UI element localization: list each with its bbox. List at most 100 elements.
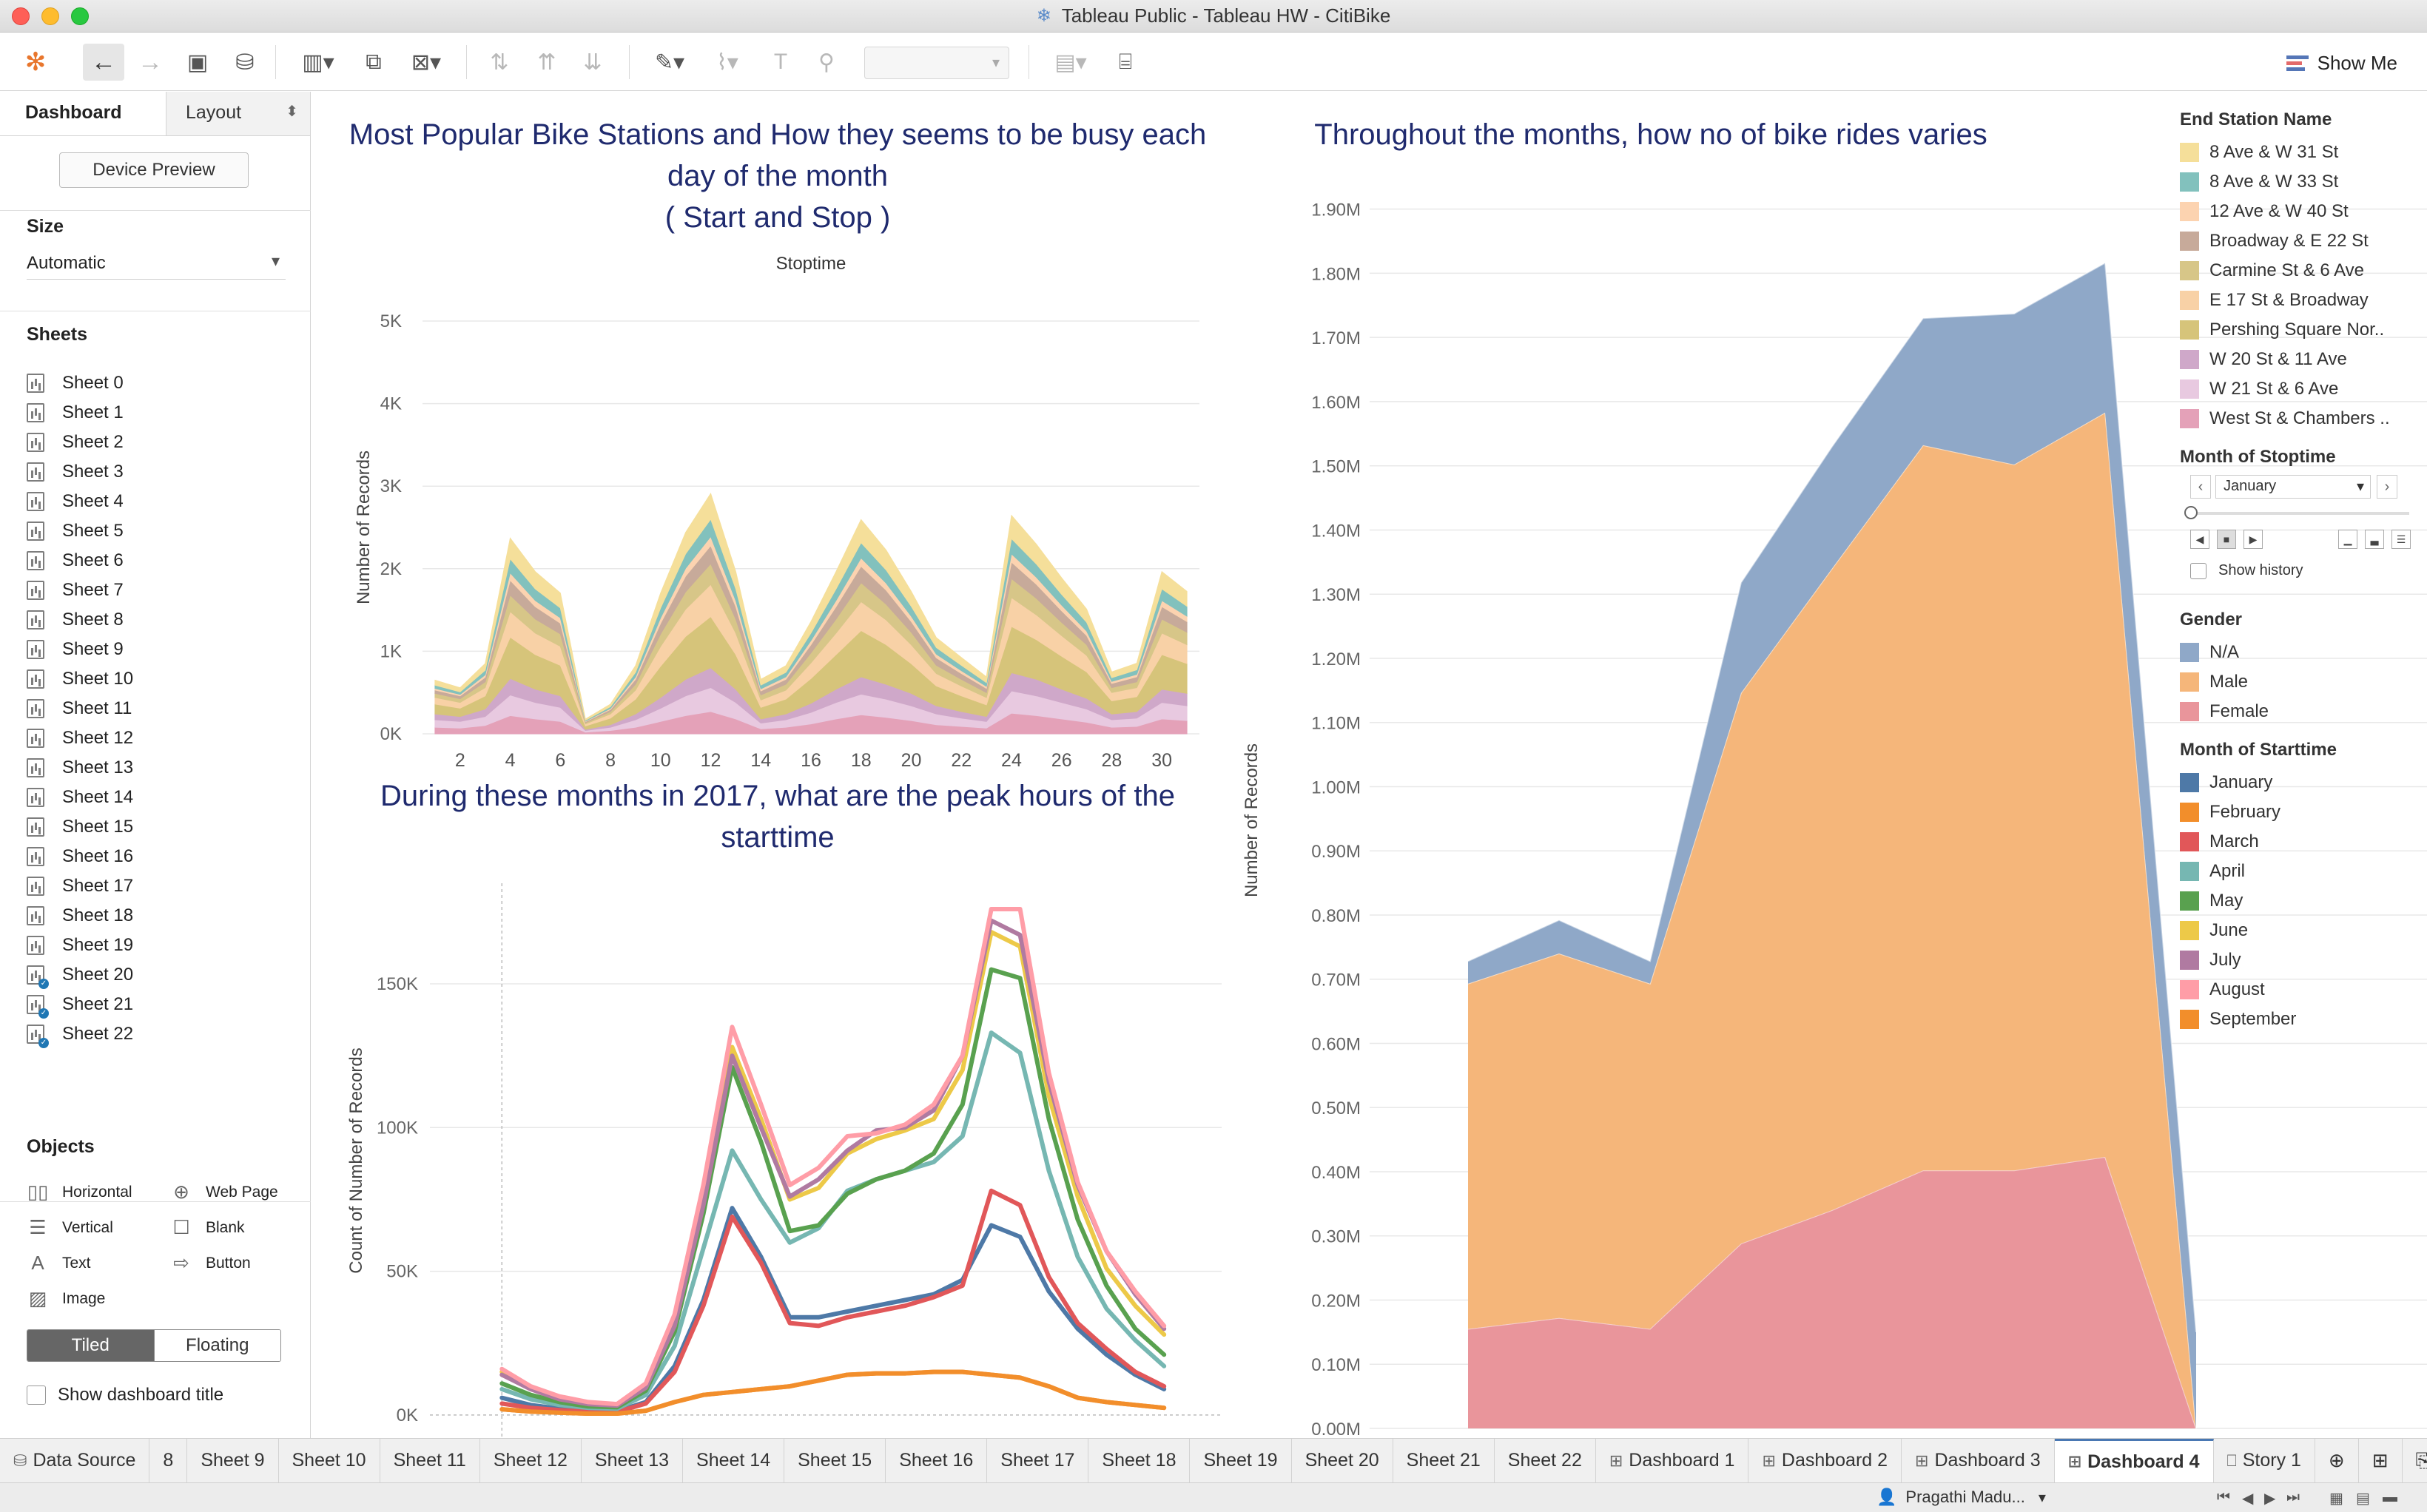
floating-button[interactable]: Floating [153, 1330, 280, 1361]
tab-sheet-11[interactable]: Sheet 11 [380, 1438, 480, 1483]
sheet-item[interactable]: Sheet 2 [27, 428, 293, 457]
window-minimize-button[interactable] [41, 7, 59, 25]
object-vertical[interactable]: ☰ Vertical [27, 1216, 113, 1239]
month-legend-item[interactable]: August [2180, 975, 2417, 1005]
end-station-legend-item[interactable]: Carmine St & 6 Ave [2180, 256, 2417, 286]
back-icon[interactable]: ← [83, 44, 124, 81]
month-legend-item[interactable]: February [2180, 797, 2417, 827]
tab-8[interactable]: 8 [149, 1438, 188, 1483]
sheet-item[interactable]: Sheet 15 [27, 812, 293, 842]
clear-sheet-icon[interactable]: ⊠▾ [411, 50, 442, 75]
duplicate-icon[interactable]: ⧉ [366, 50, 382, 74]
tab-dashboard-2[interactable]: ⊞ Dashboard 2 [1748, 1438, 1902, 1483]
area-series-female[interactable] [1468, 1157, 2196, 1428]
tab-sheet-14[interactable]: Sheet 14 [683, 1438, 785, 1483]
sheet-item[interactable]: Sheet 12 [27, 723, 293, 753]
gender-legend-item[interactable]: Male [2180, 667, 2417, 697]
device-preview-button[interactable]: Device Preview [59, 152, 249, 188]
tab-sheet-21[interactable]: Sheet 21 [1393, 1438, 1495, 1483]
month-legend-item[interactable]: April [2180, 857, 2417, 886]
end-station-legend-item[interactable]: 8 Ave & W 33 St [2180, 167, 2417, 197]
show-history-toggle[interactable]: Show history [2190, 562, 2303, 579]
last-sheet-icon[interactable]: ⏭ [2286, 1489, 2300, 1505]
show-dashboard-title-toggle[interactable]: Show dashboard title [27, 1385, 223, 1405]
save-icon[interactable]: ▣ [186, 50, 209, 75]
tab-sheet-20[interactable]: Sheet 20 [1292, 1438, 1393, 1483]
user-menu[interactable]: 👤 Pragathi Madu... [1876, 1488, 2046, 1507]
area-series-male[interactable] [1468, 412, 2196, 1429]
speed-slow-icon[interactable]: ▁ [2338, 530, 2357, 549]
tab-dashboard-3[interactable]: ⊞ Dashboard 3 [1902, 1438, 2055, 1483]
prev-sheet-icon[interactable]: ◀ [2242, 1491, 2254, 1507]
gender-legend-item[interactable]: Female [2180, 697, 2417, 726]
tab-layout[interactable]: Layout [166, 92, 310, 135]
month-stoptime-select[interactable]: January [2215, 475, 2371, 499]
new-dashboard-tab-icon[interactable]: ⊞ [2359, 1438, 2403, 1483]
tableau-logo-icon[interactable]: ✻ [24, 48, 47, 76]
area-series-8-ave-w-31-st[interactable] [434, 493, 1188, 721]
line-series-july[interactable] [499, 918, 1167, 1408]
show-dashboard-title-checkbox[interactable] [27, 1386, 46, 1405]
gender-legend-item[interactable]: N/A [2180, 638, 2417, 667]
speed-medium-icon[interactable]: ▃ [2365, 530, 2384, 549]
tab-sheet-22[interactable]: Sheet 22 [1495, 1438, 1596, 1483]
tab-sheet-17[interactable]: Sheet 17 [987, 1438, 1089, 1483]
window-maximize-button[interactable] [71, 7, 89, 25]
tab-data-source[interactable]: ⛁ Data Source [0, 1438, 150, 1483]
tab-dashboard-4[interactable]: ⊞ Dashboard 4 [2054, 1438, 2214, 1483]
sheet-item[interactable]: Sheet 21 [27, 990, 293, 1019]
show-cards-icon[interactable]: ▤▾ [1054, 50, 1087, 75]
sort-ascending-icon[interactable]: ⇈ [537, 50, 556, 75]
new-worksheet-tab-icon[interactable]: ⊕ [2315, 1438, 2359, 1483]
stop-icon[interactable]: ■ [2217, 530, 2236, 549]
tab-sheet-10[interactable]: Sheet 10 [279, 1438, 380, 1483]
sheet-item[interactable]: Sheet 16 [27, 842, 293, 871]
month-legend-item[interactable]: March [2180, 827, 2417, 857]
show-history-checkbox[interactable] [2190, 562, 2206, 579]
end-station-legend-item[interactable]: 8 Ave & W 31 St [2180, 138, 2417, 167]
end-station-legend-item[interactable]: E 17 St & Broadway [2180, 286, 2417, 315]
window-close-button[interactable] [12, 7, 30, 25]
first-sheet-icon[interactable]: ⏮ [2217, 1489, 2230, 1505]
swap-icon[interactable]: ⇅ [490, 50, 509, 75]
month-legend-item[interactable]: May [2180, 886, 2417, 916]
sheet-item[interactable]: Sheet 1 [27, 398, 293, 428]
month-stoptime-slider[interactable] [2184, 506, 2409, 519]
sheet-item[interactable]: Sheet 9 [27, 635, 293, 664]
sheet-item[interactable]: Sheet 8 [27, 605, 293, 635]
label-icon[interactable]: T [773, 50, 788, 74]
end-station-legend-item[interactable]: Broadway & E 22 St [2180, 226, 2417, 256]
tab-story-1[interactable]: ⎕ Story 1 [2214, 1438, 2315, 1483]
sheet-item[interactable]: Sheet 17 [27, 871, 293, 901]
sheet-item[interactable]: Sheet 13 [27, 753, 293, 783]
new-worksheet-icon[interactable]: ▥▾ [302, 50, 334, 75]
highlight-icon[interactable]: ✎▾ [654, 50, 685, 75]
slider-knob[interactable] [2184, 506, 2198, 519]
speed-fast-icon[interactable]: ☰ [2391, 530, 2411, 549]
month-legend-item[interactable]: January [2180, 768, 2417, 797]
sheet-item[interactable]: Sheet 5 [27, 516, 293, 546]
tab-sheet-13[interactable]: Sheet 13 [582, 1438, 684, 1483]
month-legend-item[interactable]: July [2180, 945, 2417, 975]
sheet-item[interactable]: Sheet 10 [27, 664, 293, 694]
line-series-january[interactable] [499, 1206, 1167, 1414]
sheet-item[interactable]: Sheet 14 [27, 783, 293, 812]
line-series-september[interactable] [499, 1369, 1167, 1416]
tab-dashboard-1[interactable]: ⊞ Dashboard 1 [1596, 1438, 1749, 1483]
group-icon[interactable]: ⌇▾ [716, 50, 738, 75]
size-dropdown[interactable]: Automatic [27, 247, 286, 280]
object-button[interactable]: ⇨ Button [170, 1252, 251, 1275]
object-horizontal[interactable]: ▯▯ Horizontal [27, 1181, 132, 1204]
end-station-legend-item[interactable]: 12 Ave & W 40 St [2180, 197, 2417, 226]
filter-next-icon[interactable]: › [2377, 475, 2397, 499]
object-web-page[interactable]: ⊕ Web Page [170, 1181, 278, 1204]
sheet-item[interactable]: Sheet 20 [27, 960, 293, 990]
sheet-item[interactable]: Sheet 0 [27, 368, 293, 398]
line-series-may[interactable] [499, 967, 1167, 1410]
new-data-source-icon[interactable]: ⛁ [235, 50, 255, 75]
end-station-legend-item[interactable]: West St & Chambers .. [2180, 404, 2417, 433]
object-image[interactable]: ▨ Image [27, 1287, 106, 1310]
end-station-legend-item[interactable]: W 21 St & 6 Ave [2180, 374, 2417, 404]
sheet-item[interactable]: Sheet 19 [27, 931, 293, 960]
